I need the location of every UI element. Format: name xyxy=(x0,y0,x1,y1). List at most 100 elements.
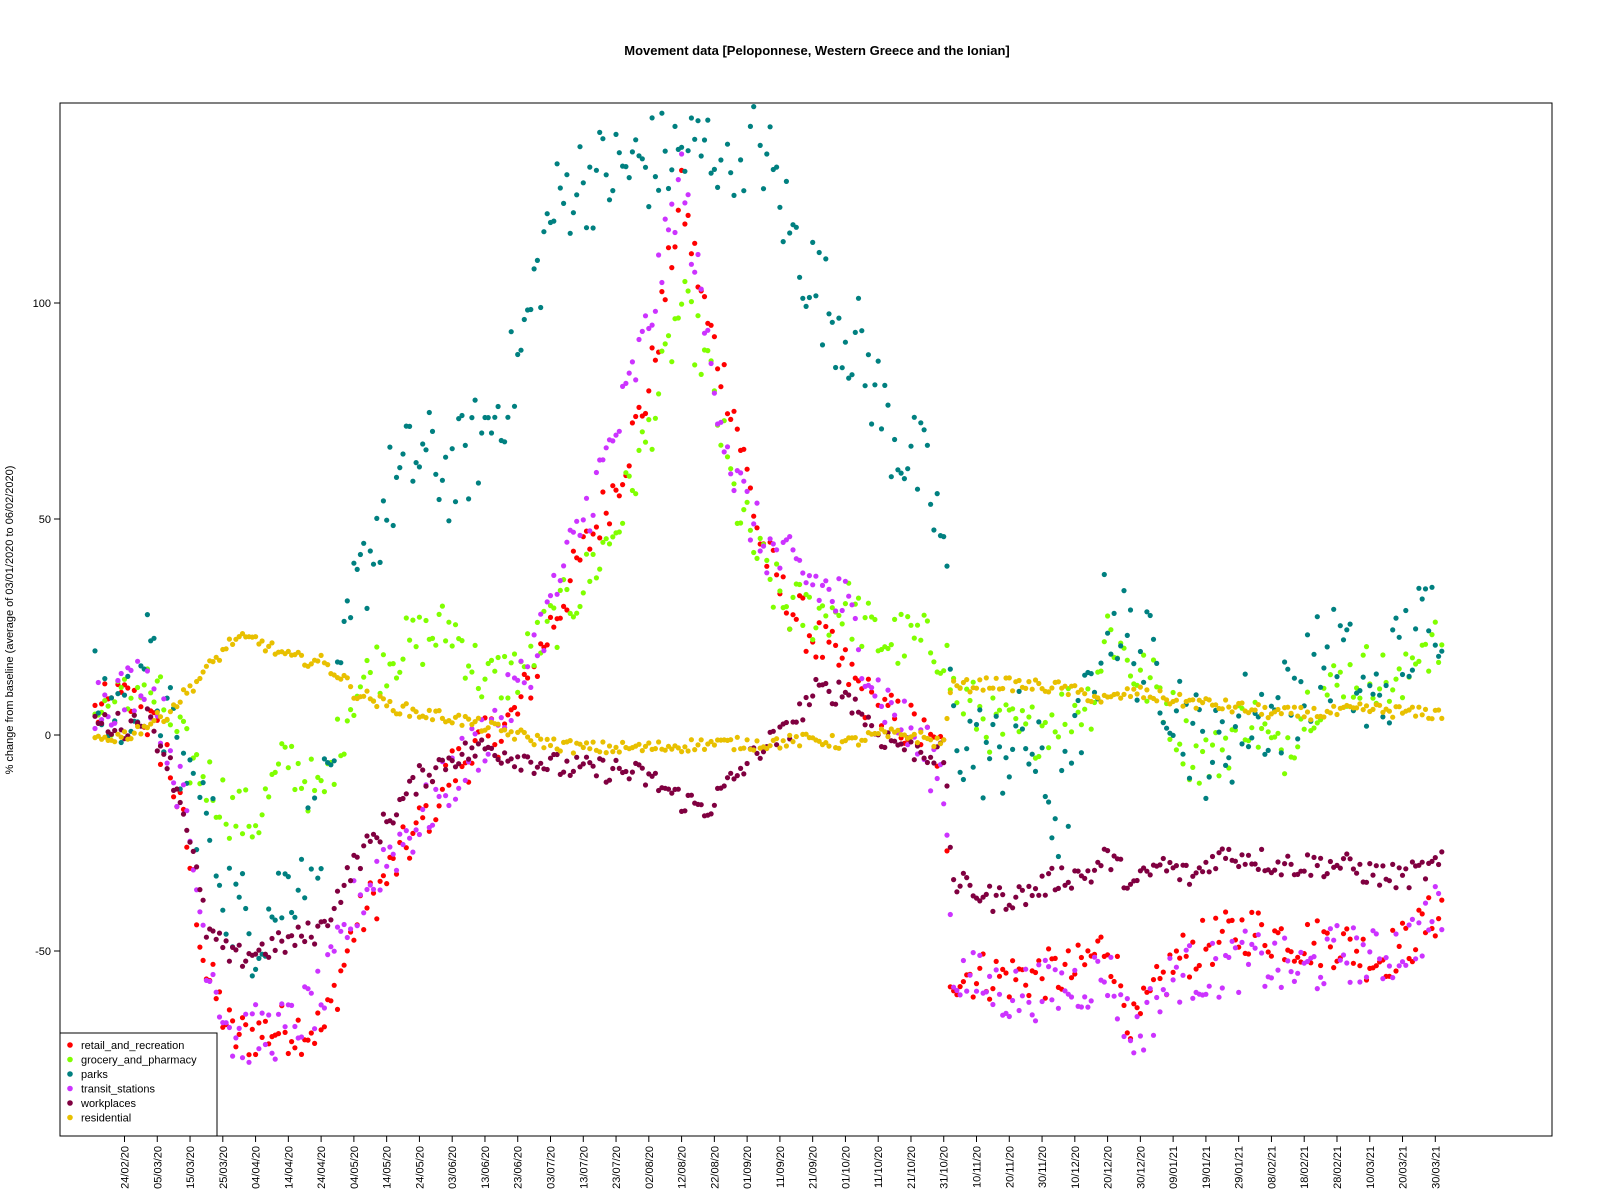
x-tick-label: 24/04/20 xyxy=(316,1146,328,1189)
data-point xyxy=(1039,976,1045,982)
data-point xyxy=(1314,918,1320,924)
data-point xyxy=(1295,970,1301,976)
data-point xyxy=(1013,977,1019,983)
data-point xyxy=(1311,725,1317,731)
data-point xyxy=(911,414,917,420)
data-point xyxy=(285,648,291,655)
data-point xyxy=(420,767,426,773)
data-point xyxy=(1363,723,1370,729)
data-point xyxy=(895,727,901,733)
data-point xyxy=(380,498,386,504)
data-point xyxy=(531,632,537,638)
data-point xyxy=(128,695,134,701)
data-point xyxy=(236,1031,242,1037)
data-point xyxy=(1032,768,1039,775)
data-point xyxy=(361,843,367,849)
data-point xyxy=(138,704,144,710)
data-point xyxy=(1118,695,1124,701)
data-point xyxy=(1193,966,1199,972)
data-point xyxy=(1439,648,1445,654)
data-point xyxy=(397,831,403,837)
data-point xyxy=(269,640,275,646)
data-point xyxy=(1036,680,1042,687)
legend-label: grocery_and_pharmacy xyxy=(81,1055,197,1067)
data-point xyxy=(728,471,734,477)
data-point xyxy=(544,618,550,624)
data-point xyxy=(1327,926,1333,932)
data-point xyxy=(806,573,813,579)
data-point xyxy=(380,811,386,817)
data-point xyxy=(249,973,255,979)
data-point xyxy=(1029,704,1035,710)
data-point xyxy=(957,984,963,990)
data-point xyxy=(679,151,685,157)
data-point xyxy=(597,129,603,135)
data-point xyxy=(1282,935,1288,941)
data-point xyxy=(1390,927,1396,933)
data-point xyxy=(1380,714,1386,720)
data-point xyxy=(656,739,662,745)
x-tick-label: 24/05/20 xyxy=(414,1146,426,1189)
data-point xyxy=(839,365,845,371)
data-point xyxy=(557,578,563,584)
data-point xyxy=(144,706,150,712)
legend-label: workplaces xyxy=(80,1098,137,1110)
data-point xyxy=(364,657,370,664)
data-point xyxy=(1259,725,1265,732)
data-point xyxy=(318,1002,324,1008)
x-tick-label: 20/12/20 xyxy=(1103,1146,1115,1189)
data-point xyxy=(790,612,796,618)
data-point xyxy=(118,739,124,746)
data-point xyxy=(623,470,629,476)
data-point xyxy=(1000,790,1006,796)
data-point xyxy=(1124,1030,1130,1036)
data-point xyxy=(797,701,803,707)
data-point xyxy=(1114,1016,1120,1022)
data-point xyxy=(629,769,636,775)
data-point xyxy=(1131,1001,1137,1007)
data-point xyxy=(688,792,695,798)
data-point xyxy=(1000,892,1006,898)
data-point xyxy=(1105,613,1111,619)
data-point xyxy=(1229,917,1235,924)
data-point xyxy=(1193,870,1199,876)
data-point xyxy=(164,716,170,722)
data-point xyxy=(521,671,527,678)
data-point xyxy=(570,768,577,775)
data-point xyxy=(426,772,432,778)
data-point xyxy=(1049,997,1055,1003)
data-point xyxy=(1010,905,1016,911)
data-point xyxy=(836,576,842,582)
data-point xyxy=(1023,746,1029,752)
x-tick-label: 11/09/20 xyxy=(775,1146,787,1188)
data-point xyxy=(639,156,645,162)
data-point xyxy=(636,153,642,159)
data-point xyxy=(354,854,360,860)
data-point xyxy=(823,740,829,746)
data-point xyxy=(184,808,190,814)
data-point xyxy=(1340,856,1347,862)
data-point xyxy=(308,990,314,996)
data-point xyxy=(764,557,770,564)
data-point xyxy=(521,680,527,686)
data-point xyxy=(1121,1002,1127,1009)
data-point xyxy=(249,834,255,840)
data-point xyxy=(1180,932,1186,938)
data-point xyxy=(230,641,236,648)
data-point xyxy=(151,718,157,724)
data-point xyxy=(1036,719,1042,725)
data-point xyxy=(675,786,681,792)
data-point xyxy=(1160,969,1166,975)
data-point xyxy=(679,144,685,150)
data-point xyxy=(495,721,501,727)
data-point xyxy=(364,833,370,839)
data-point xyxy=(397,711,403,717)
data-point xyxy=(403,615,409,621)
data-point xyxy=(642,782,649,788)
data-point xyxy=(826,688,832,695)
data-point xyxy=(1390,627,1396,633)
data-point xyxy=(1082,691,1088,697)
data-point xyxy=(266,794,272,800)
data-point xyxy=(1042,957,1048,964)
data-point xyxy=(1344,851,1350,857)
